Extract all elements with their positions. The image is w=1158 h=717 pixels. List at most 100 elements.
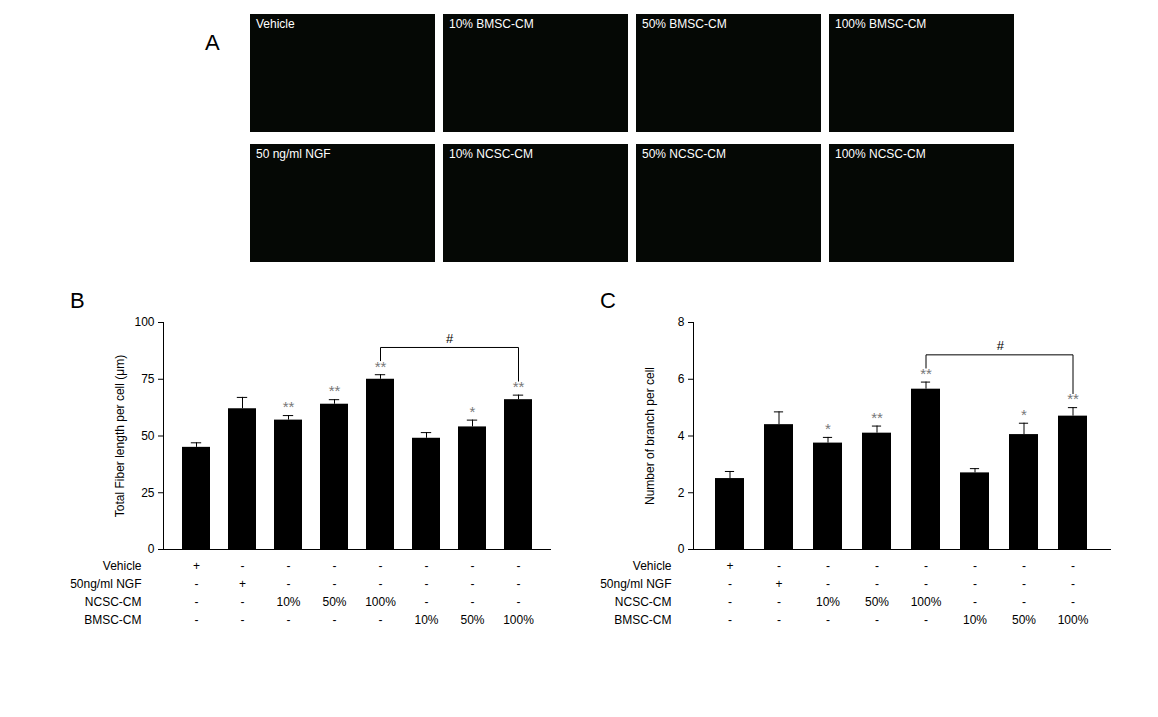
svg-text:-: - xyxy=(973,559,977,573)
svg-text:100%: 100% xyxy=(1058,613,1089,627)
svg-text:-: - xyxy=(471,595,475,609)
svg-text:-: - xyxy=(973,595,977,609)
svg-text:50%: 50% xyxy=(460,613,484,627)
svg-text:#: # xyxy=(997,338,1005,353)
svg-text:10%: 10% xyxy=(963,613,987,627)
svg-text:-: - xyxy=(728,613,732,627)
svg-text:100%: 100% xyxy=(911,595,942,609)
svg-text:6: 6 xyxy=(678,372,685,386)
svg-text:Number of branch per cell: Number of branch per cell xyxy=(643,367,657,505)
svg-text:Vehicle: Vehicle xyxy=(633,559,672,573)
svg-text:-: - xyxy=(379,559,383,573)
svg-text:0: 0 xyxy=(678,542,685,556)
svg-text:50ng/ml NGF: 50ng/ml NGF xyxy=(600,577,671,591)
svg-text:-: - xyxy=(826,559,830,573)
svg-text:-: - xyxy=(924,613,928,627)
html-text:50 ng/ml NGF: 50 ng/ml NGF xyxy=(256,147,331,161)
svg-text:10%: 10% xyxy=(414,613,438,627)
svg-text:-: - xyxy=(241,613,245,627)
svg-text:-: - xyxy=(287,613,291,627)
svg-text:*: * xyxy=(1021,406,1027,423)
svg-text:+: + xyxy=(775,577,782,591)
svg-text:100: 100 xyxy=(134,315,154,329)
html-text:Vehicle: Vehicle xyxy=(256,17,295,31)
svg-text:-: - xyxy=(826,577,830,591)
svg-text:50ng/ml NGF: 50ng/ml NGF xyxy=(70,577,141,591)
svg-text:-: - xyxy=(517,559,521,573)
svg-text:*: * xyxy=(825,420,831,437)
svg-text:-: - xyxy=(973,577,977,591)
svg-text:BMSC-CM: BMSC-CM xyxy=(614,613,671,627)
svg-text:Total Fiber length per cell (μ: Total Fiber length per cell (μm) xyxy=(113,355,127,517)
svg-text:-: - xyxy=(728,577,732,591)
svg-text:100%: 100% xyxy=(503,613,534,627)
svg-text:-: - xyxy=(1022,577,1026,591)
html-text:B: B xyxy=(70,288,85,313)
svg-text:-: - xyxy=(777,595,781,609)
svg-text:**: ** xyxy=(871,409,883,426)
html-text:C: C xyxy=(600,288,616,313)
svg-text:-: - xyxy=(777,559,781,573)
svg-text:Vehicle: Vehicle xyxy=(103,559,142,573)
svg-text:50%: 50% xyxy=(865,595,889,609)
svg-text:50%: 50% xyxy=(322,595,346,609)
svg-text:-: - xyxy=(1022,595,1026,609)
svg-text:-: - xyxy=(728,595,732,609)
svg-text:BMSC-CM: BMSC-CM xyxy=(84,613,141,627)
svg-text:#: # xyxy=(446,331,454,346)
svg-text:**: ** xyxy=(329,382,341,399)
svg-text:NCSC-CM: NCSC-CM xyxy=(85,595,142,609)
svg-text:*: * xyxy=(470,403,476,420)
svg-text:-: - xyxy=(241,559,245,573)
svg-text:-: - xyxy=(425,595,429,609)
svg-text:-: - xyxy=(924,577,928,591)
svg-text:-: - xyxy=(1071,577,1075,591)
svg-text:-: - xyxy=(333,613,337,627)
svg-text:-: - xyxy=(471,577,475,591)
svg-text:-: - xyxy=(1071,595,1075,609)
svg-text:-: - xyxy=(333,577,337,591)
svg-text:-: - xyxy=(241,595,245,609)
svg-text:-: - xyxy=(333,559,337,573)
svg-text:50: 50 xyxy=(141,429,155,443)
svg-text:+: + xyxy=(726,559,733,573)
svg-text:-: - xyxy=(195,613,199,627)
svg-text:-: - xyxy=(777,613,781,627)
svg-text:+: + xyxy=(193,559,200,573)
svg-text:-: - xyxy=(875,613,879,627)
svg-text:10%: 10% xyxy=(816,595,840,609)
svg-text:100%: 100% xyxy=(365,595,396,609)
svg-text:**: ** xyxy=(283,398,295,415)
svg-text:-: - xyxy=(875,577,879,591)
svg-text:2: 2 xyxy=(678,486,685,500)
html-text:50% BMSC-CM: 50% BMSC-CM xyxy=(642,17,727,31)
svg-text:-: - xyxy=(287,559,291,573)
svg-text:8: 8 xyxy=(678,315,685,329)
svg-text:0: 0 xyxy=(148,542,155,556)
svg-text:NCSC-CM: NCSC-CM xyxy=(615,595,672,609)
svg-text:+: + xyxy=(239,577,246,591)
svg-text:-: - xyxy=(425,559,429,573)
svg-text:-: - xyxy=(195,577,199,591)
svg-text:-: - xyxy=(1071,559,1075,573)
html-text:100% BMSC-CM: 100% BMSC-CM xyxy=(835,17,927,31)
html-text:10% BMSC-CM: 10% BMSC-CM xyxy=(449,17,534,31)
svg-text:4: 4 xyxy=(678,429,685,443)
svg-text:75: 75 xyxy=(141,372,155,386)
svg-text:-: - xyxy=(379,613,383,627)
svg-text:-: - xyxy=(517,577,521,591)
svg-text:-: - xyxy=(875,559,879,573)
svg-text:-: - xyxy=(379,577,383,591)
svg-text:-: - xyxy=(517,595,521,609)
svg-text:-: - xyxy=(924,559,928,573)
svg-text:-: - xyxy=(471,559,475,573)
html-text:A: A xyxy=(205,30,220,55)
svg-text:-: - xyxy=(287,577,291,591)
svg-text:-: - xyxy=(195,595,199,609)
svg-text:10%: 10% xyxy=(276,595,300,609)
svg-text:25: 25 xyxy=(141,486,155,500)
svg-text:-: - xyxy=(425,577,429,591)
svg-text:50%: 50% xyxy=(1012,613,1036,627)
svg-text:-: - xyxy=(826,613,830,627)
svg-text:-: - xyxy=(1022,559,1026,573)
